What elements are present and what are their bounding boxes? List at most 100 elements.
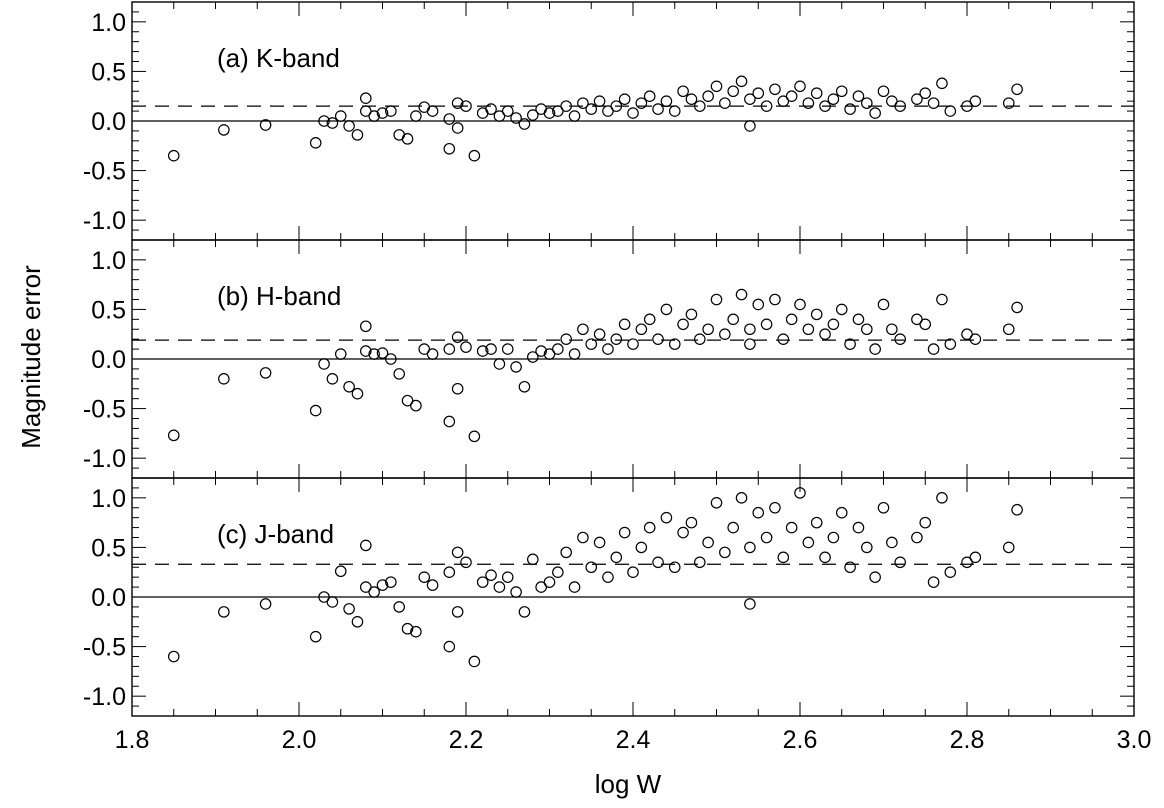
- y-tick-label: -0.5: [83, 634, 126, 662]
- data-point: [309, 137, 322, 149]
- data-point: [710, 496, 723, 509]
- panel-1: -1.0 -0.5 0.0 0.5 1.0 (a) K-band: [83, 1, 1135, 241]
- data-point: [635, 97, 648, 109]
- data-point: [385, 105, 397, 117]
- data-point: [560, 546, 572, 559]
- data-point: [969, 95, 982, 107]
- data-point: [760, 100, 773, 112]
- data-point: [744, 323, 756, 336]
- data-point: [1011, 301, 1023, 314]
- data-point: [677, 526, 689, 539]
- data-point: [443, 343, 456, 355]
- data-point: [460, 100, 472, 112]
- data-point: [860, 541, 873, 554]
- data-point: [886, 323, 898, 336]
- data-point: [660, 95, 673, 107]
- x-tick-label: 2.6: [783, 726, 818, 754]
- data-point: [693, 333, 706, 345]
- data-point: [585, 103, 598, 115]
- data-point: [785, 313, 798, 326]
- data-point: [886, 536, 898, 549]
- data-point: [385, 576, 397, 588]
- data-point: [610, 100, 623, 112]
- data-point: [886, 95, 898, 107]
- data-point: [393, 601, 405, 613]
- data-point: [969, 333, 982, 345]
- data-point: [685, 516, 698, 529]
- data-point: [410, 399, 422, 412]
- data-point: [543, 576, 556, 588]
- data-point: [385, 353, 397, 365]
- data-point: [668, 561, 681, 574]
- data-point: [493, 110, 506, 122]
- data-point: [167, 429, 180, 442]
- data-point: [334, 565, 347, 578]
- data-point: [568, 348, 581, 360]
- x-tick-label: 2.2: [449, 726, 484, 754]
- data-point: [961, 100, 973, 112]
- data-point: [668, 105, 681, 117]
- data-point: [359, 345, 372, 357]
- data-point: [443, 113, 456, 125]
- data-point: [785, 90, 798, 103]
- data-point: [702, 323, 714, 336]
- data-point: [485, 569, 497, 581]
- data-point: [543, 107, 556, 119]
- data-point: [919, 516, 932, 529]
- data-point: [752, 87, 765, 100]
- data-point: [443, 142, 456, 155]
- data-point: [602, 343, 614, 355]
- data-point: [359, 320, 372, 333]
- data-point: [535, 345, 547, 357]
- y-tick-label: -1.0: [83, 683, 126, 711]
- panel-3: -1.0 -0.5 0.0 0.5 1.0 (c) J-band 1.8 2.0 2.2 2.4 2…: [83, 477, 1151, 754]
- data-point: [359, 539, 372, 552]
- data-point: [451, 331, 464, 343]
- data-point: [877, 85, 890, 98]
- data-point: [518, 606, 531, 618]
- data-point: [218, 124, 230, 136]
- data-point: [510, 586, 522, 598]
- data-point: [535, 581, 547, 593]
- data-point: [927, 576, 940, 588]
- data-point: [744, 338, 756, 350]
- x-tick-label: 1.8: [115, 726, 150, 754]
- data-point: [769, 501, 781, 514]
- data-point: [668, 338, 681, 350]
- data-point: [368, 348, 380, 360]
- data-point: [351, 615, 364, 628]
- data-point: [318, 115, 330, 127]
- data-point: [493, 358, 506, 370]
- data-point: [468, 655, 481, 668]
- data-point: [936, 77, 948, 90]
- data-point: [835, 85, 848, 98]
- data-point: [259, 119, 272, 131]
- data-point: [443, 566, 456, 579]
- data-point: [577, 531, 589, 544]
- data-point: [752, 506, 765, 519]
- panel-annotation: (c) J-band: [217, 519, 334, 549]
- data-point: [744, 120, 756, 132]
- data-point: [318, 591, 330, 603]
- data-point: [510, 361, 522, 373]
- data-point: [167, 149, 180, 162]
- data-point: [577, 97, 589, 109]
- data-point: [894, 100, 906, 112]
- data-point: [802, 97, 815, 109]
- data-point: [359, 92, 372, 104]
- data-point: [794, 298, 806, 311]
- data-point: [318, 358, 330, 370]
- data-point: [652, 103, 664, 115]
- data-point: [777, 551, 790, 564]
- data-point: [927, 343, 940, 355]
- data-point: [744, 541, 756, 554]
- data-point: [760, 318, 773, 331]
- y-tick-label: 0.5: [91, 296, 126, 324]
- y-tick-label: 0.5: [91, 534, 126, 562]
- data-point: [351, 387, 364, 400]
- data-point: [652, 556, 664, 569]
- y-tick-label: 0.0: [91, 108, 126, 136]
- data-point: [944, 566, 957, 579]
